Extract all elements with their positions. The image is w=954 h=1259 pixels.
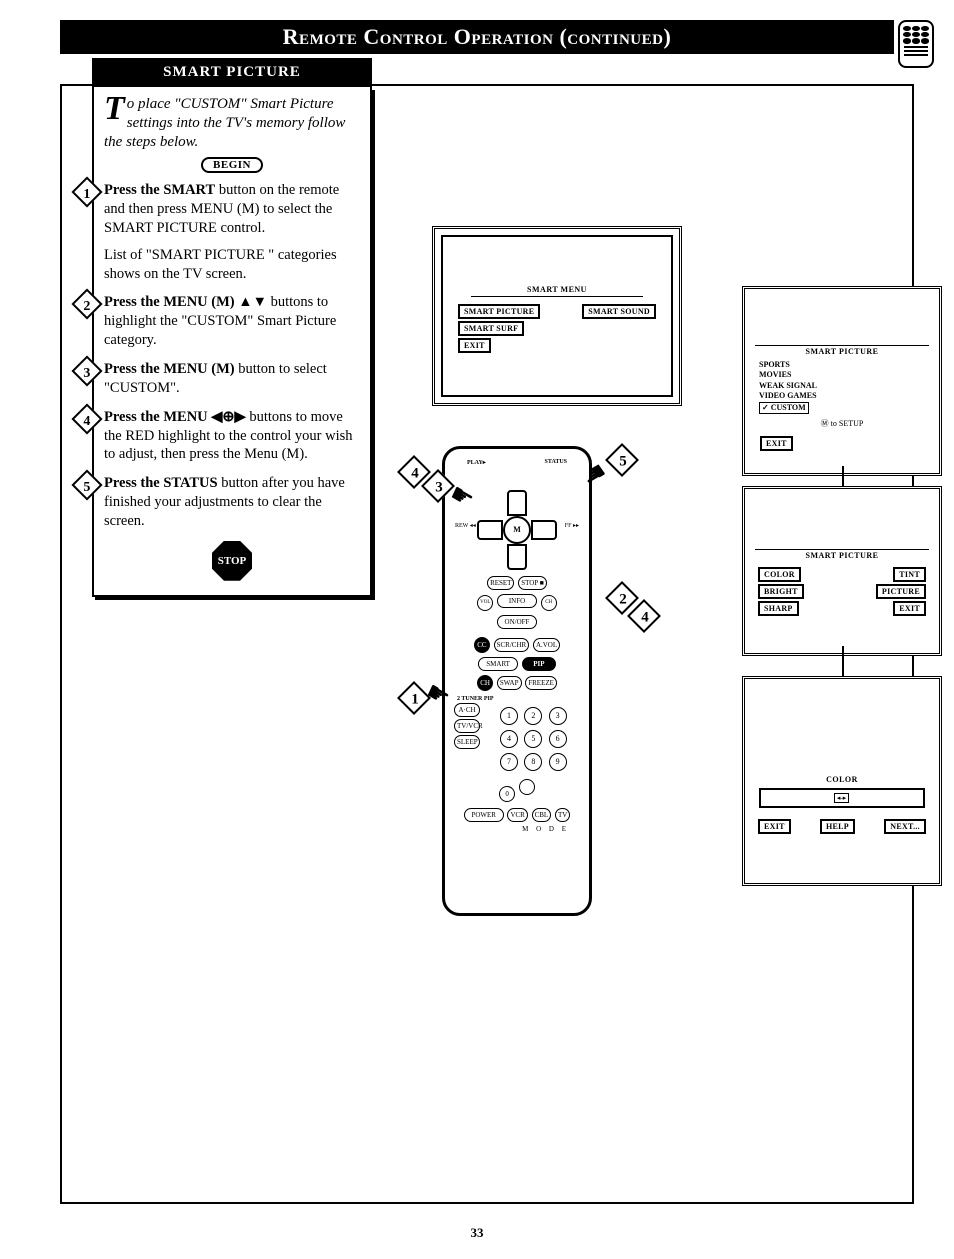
num-button: 7 xyxy=(500,753,518,771)
rew-label: REW ◂◂ xyxy=(455,522,476,529)
ach-button: A·CH xyxy=(454,703,480,717)
tv2-item: CUSTOM xyxy=(771,403,806,412)
page-number: 33 xyxy=(20,1225,934,1241)
pip-btn: A.VOL xyxy=(533,638,560,652)
mode-button: CBL xyxy=(532,808,552,822)
status-label: STATUS xyxy=(545,459,567,466)
num-button: 9 xyxy=(549,753,567,771)
dropcap: T xyxy=(104,95,127,123)
tv2-item: SPORTS xyxy=(759,360,933,370)
num-button: 3 xyxy=(549,707,567,725)
stop-button: STOP ■ xyxy=(518,576,547,590)
vol-button: VOL xyxy=(477,595,493,611)
tv2-title: SMART PICTURE xyxy=(806,347,879,356)
step-3: 3 Press the MENU (M) button to select "C… xyxy=(104,360,360,398)
step-number-icon: 3 xyxy=(71,355,102,386)
ff-label: FF ▸▸ xyxy=(565,522,579,529)
begin-marker: BEGIN xyxy=(201,157,263,173)
page-title: Remote Control Operation (continued) xyxy=(60,20,894,54)
pip-btn: SCR/CHR xyxy=(494,638,530,652)
tv1-btn: SMART PICTURE xyxy=(458,304,540,319)
tv3-btn: SHARP xyxy=(758,601,799,616)
remote-icon xyxy=(898,20,934,68)
stop-marker: STOP xyxy=(212,541,252,581)
tv2-item: MOVIES xyxy=(759,370,933,380)
tv-screen-color: COLOR ◂-▸ EXIT HELP NEXT... xyxy=(742,676,942,886)
tv2-item: WEAK SIGNAL xyxy=(759,381,933,391)
zero-button: 0 xyxy=(499,786,515,802)
step-2: 2 Press the MENU (M) ▲▼ buttons to highl… xyxy=(104,293,360,350)
num-button: 8 xyxy=(524,753,542,771)
tv3-btn: EXIT xyxy=(893,601,926,616)
num-button: 6 xyxy=(549,730,567,748)
cc-button: CC xyxy=(474,637,490,653)
reset-button: RESET xyxy=(487,576,514,590)
ch-button: CH xyxy=(541,595,557,611)
tv3-btn: TINT xyxy=(893,567,926,582)
dpad: M xyxy=(477,490,557,570)
swap-button: SWAP xyxy=(497,676,522,690)
step-number-icon: 5 xyxy=(71,470,102,501)
tv4-btn: NEXT... xyxy=(884,819,926,834)
power-button: POWER xyxy=(464,808,504,822)
info-button: INFO xyxy=(497,594,537,608)
tv-screen-categories: SMART PICTURE SPORTS MOVIES WEAK SIGNAL … xyxy=(742,286,942,476)
tv3-btn: PICTURE xyxy=(876,584,926,599)
num-button: 5 xyxy=(524,730,542,748)
blank-button xyxy=(519,779,535,795)
tv3-btn: COLOR xyxy=(758,567,801,582)
tv1-btn: SMART SOUND xyxy=(582,304,656,319)
mode-label: M O D E xyxy=(453,825,581,833)
intro-text: T o place "CUSTOM" Smart Picture setting… xyxy=(104,95,360,151)
instructions-header: SMART PICTURE xyxy=(92,58,372,87)
manual-page: Remote Control Operation (continued) SMA… xyxy=(20,20,934,1239)
step-1-tail: List of "SMART PICTURE " categories show… xyxy=(104,246,360,284)
freeze-button: FREEZE xyxy=(525,676,557,690)
tv3-btn: BRIGHT xyxy=(758,584,804,599)
tvvcr-button: TV/VCR xyxy=(454,719,480,733)
num-button: 2 xyxy=(524,707,542,725)
intro-rest: o place "CUSTOM" Smart Picture settings … xyxy=(104,96,345,150)
tv4-btn: HELP xyxy=(820,819,855,834)
tv4-btn: EXIT xyxy=(758,819,791,834)
page-frame: SMART PICTURE T o place "CUSTOM" Smart P… xyxy=(60,84,914,1204)
tv2-exit: EXIT xyxy=(760,436,793,451)
keypad: 1 2 3 4 5 6 7 8 9 xyxy=(499,706,569,772)
slider: ◂-▸ xyxy=(759,788,925,808)
num-button: 1 xyxy=(500,707,518,725)
mode-button: VCR xyxy=(507,808,527,822)
step-number-icon: 4 xyxy=(71,403,102,434)
onoff-button: ON/OFF xyxy=(497,615,537,629)
tv2-setup: Ⓜ to SETUP xyxy=(751,418,933,429)
sleep-button: SLEEP xyxy=(454,735,480,749)
instructions-body: T o place "CUSTOM" Smart Picture setting… xyxy=(92,87,372,597)
smart-button: SMART xyxy=(478,657,518,671)
step-4: 4 Press the MENU ◀⊕▶ buttons to move the… xyxy=(104,408,360,465)
tv1-title: SMART MENU xyxy=(451,285,663,294)
mode-button: TV xyxy=(555,808,570,822)
menu-button: M xyxy=(503,516,531,544)
pip-ch-button: CH xyxy=(477,675,493,691)
step-number-icon: 2 xyxy=(71,289,102,320)
tv1-btn: SMART SURF xyxy=(458,321,524,336)
tv2-item: VIDEO GAMES xyxy=(759,391,933,401)
step-number-icon: 1 xyxy=(71,177,102,208)
remote-control-illustration: PLAY▸ STATUS M REW ◂◂ FF ▸▸ RESET STOP ■… xyxy=(442,446,592,916)
tv3-title: SMART PICTURE xyxy=(806,551,879,560)
pip-label: PIP xyxy=(522,657,556,671)
num-button: 4 xyxy=(500,730,518,748)
tv-screen-smart-menu: SMART MENU SMART PICTURE SMART SURF EXIT… xyxy=(432,226,682,406)
step-1: 1 Press the SMART button on the remote a… xyxy=(104,181,360,283)
instructions-panel: SMART PICTURE T o place "CUSTOM" Smart P… xyxy=(92,58,372,597)
play-label: PLAY▸ xyxy=(467,459,486,466)
tv-screen-controls: SMART PICTURE COLOR BRIGHT SHARP TINT PI… xyxy=(742,486,942,656)
step-5: 5 Press the STATUS button after you have… xyxy=(104,474,360,531)
tv4-title: COLOR xyxy=(751,775,933,784)
tv1-btn: EXIT xyxy=(458,338,491,353)
callout-5: 5 xyxy=(605,443,639,477)
